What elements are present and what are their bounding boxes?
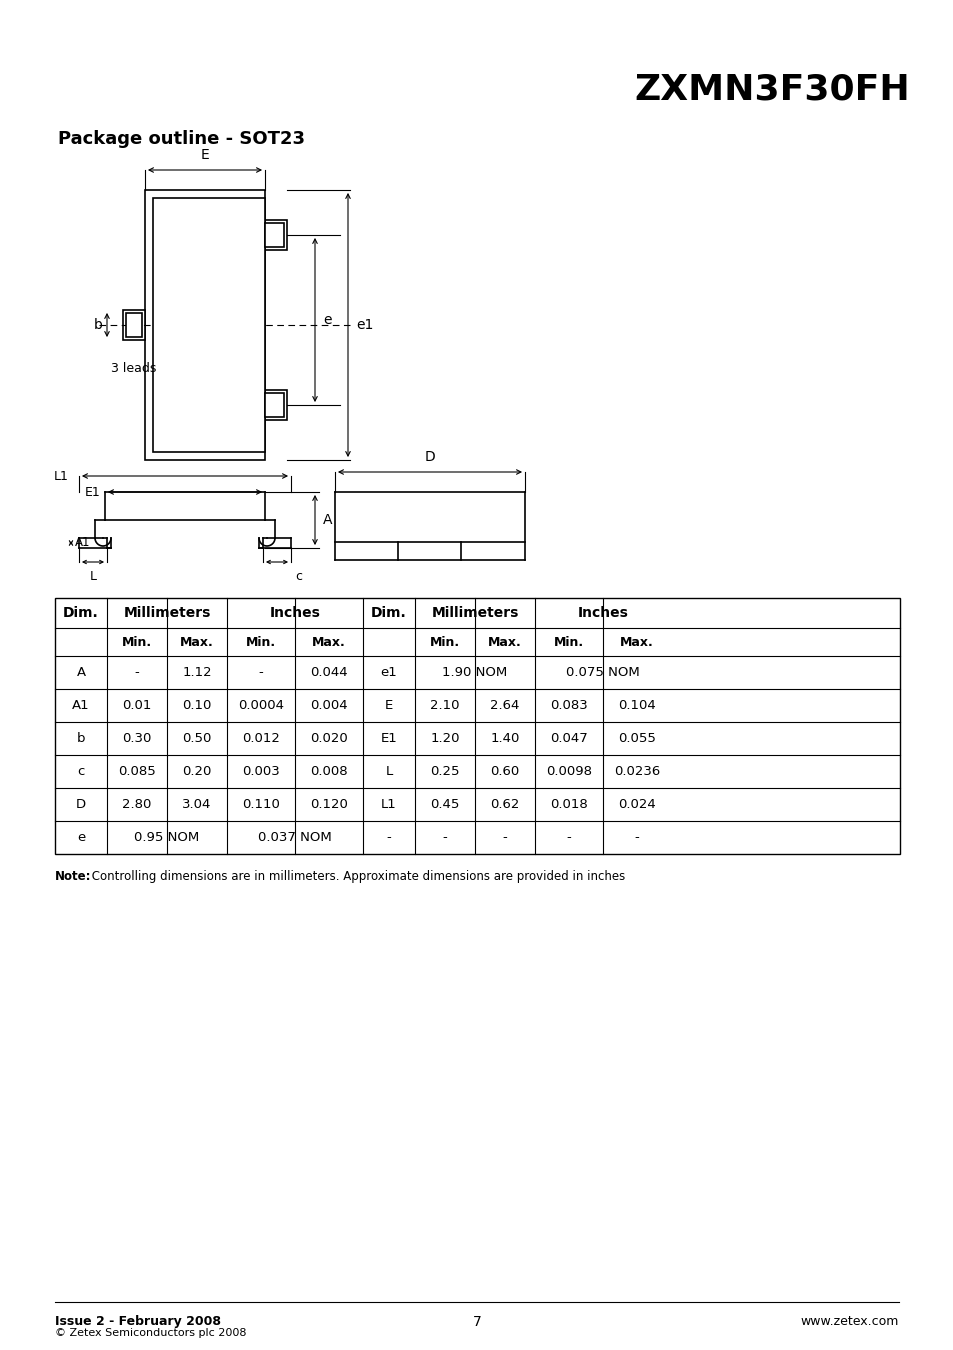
Text: 0.120: 0.120	[310, 798, 348, 811]
Text: -: -	[134, 666, 139, 679]
Text: © Zetex Semiconductors plc 2008: © Zetex Semiconductors plc 2008	[55, 1328, 246, 1338]
Text: c: c	[294, 570, 302, 583]
Text: 1.12: 1.12	[182, 666, 212, 679]
Text: 0.004: 0.004	[310, 699, 348, 711]
Text: 1.20: 1.20	[430, 732, 459, 745]
Text: Controlling dimensions are in millimeters. Approximate dimensions are provided i: Controlling dimensions are in millimeter…	[88, 869, 624, 883]
Text: b: b	[76, 732, 85, 745]
Text: 0.047: 0.047	[550, 732, 587, 745]
Text: 0.60: 0.60	[490, 765, 519, 778]
Bar	[265, 390, 287, 420]
Text: -: -	[502, 832, 507, 844]
Text: 0.012: 0.012	[242, 732, 279, 745]
Text: 0.50: 0.50	[182, 732, 212, 745]
Text: 0.30: 0.30	[122, 732, 152, 745]
Text: e1: e1	[380, 666, 397, 679]
Bar	[265, 223, 284, 247]
Text: 0.024: 0.024	[618, 798, 655, 811]
Bar	[126, 313, 142, 338]
Text: 0.037 NOM: 0.037 NOM	[258, 832, 332, 844]
Text: e: e	[77, 832, 85, 844]
Text: b: b	[94, 319, 103, 332]
Text: Max.: Max.	[619, 636, 653, 648]
Text: e1: e1	[355, 319, 373, 332]
Text: L1: L1	[54, 470, 69, 482]
Text: L: L	[90, 570, 96, 583]
Text: 0.104: 0.104	[618, 699, 655, 711]
Text: Min.: Min.	[246, 636, 275, 648]
Text: 0.003: 0.003	[242, 765, 279, 778]
Bar	[265, 220, 287, 250]
Text: www.zetex.com: www.zetex.com	[800, 1315, 898, 1328]
Text: Dim.: Dim.	[63, 606, 99, 620]
Text: Inches: Inches	[577, 606, 628, 620]
Text: 0.10: 0.10	[182, 699, 212, 711]
Text: -: -	[258, 666, 263, 679]
Text: E: E	[384, 699, 393, 711]
Text: Millimeters: Millimeters	[431, 606, 518, 620]
Bar	[123, 310, 145, 340]
Text: Max.: Max.	[312, 636, 346, 648]
Text: D: D	[424, 450, 435, 464]
Text: -: -	[566, 832, 571, 844]
Text: 1.90 NOM: 1.90 NOM	[442, 666, 507, 679]
Text: Max.: Max.	[488, 636, 521, 648]
Text: 0.0098: 0.0098	[545, 765, 592, 778]
Text: 0.008: 0.008	[310, 765, 348, 778]
Bar	[152, 198, 265, 452]
Text: Millimeters: Millimeters	[123, 606, 211, 620]
Text: 0.01: 0.01	[122, 699, 152, 711]
Text: 0.075 NOM: 0.075 NOM	[565, 666, 639, 679]
Text: 0.083: 0.083	[550, 699, 587, 711]
Text: E: E	[200, 148, 209, 162]
Text: Min.: Min.	[554, 636, 583, 648]
Text: 0.62: 0.62	[490, 798, 519, 811]
Text: 0.110: 0.110	[242, 798, 279, 811]
Bar	[55, 598, 899, 855]
Text: 2.10: 2.10	[430, 699, 459, 711]
Text: -: -	[442, 832, 447, 844]
Text: 0.45: 0.45	[430, 798, 459, 811]
Text: ZXMN3F30FH: ZXMN3F30FH	[634, 72, 909, 107]
Text: 2.64: 2.64	[490, 699, 519, 711]
Text: -: -	[634, 832, 639, 844]
Text: c: c	[77, 765, 85, 778]
Text: 0.95 NOM: 0.95 NOM	[134, 832, 199, 844]
Text: 3.04: 3.04	[182, 798, 212, 811]
Text: E1: E1	[380, 732, 397, 745]
Text: e: e	[323, 313, 331, 327]
Text: 0.020: 0.020	[310, 732, 348, 745]
Text: 0.0236: 0.0236	[613, 765, 659, 778]
Text: A1: A1	[75, 536, 91, 549]
Text: E1: E1	[85, 486, 101, 498]
Text: 7: 7	[472, 1315, 481, 1328]
Text: Inches: Inches	[270, 606, 320, 620]
Text: 0.0004: 0.0004	[237, 699, 284, 711]
Text: Max.: Max.	[180, 636, 213, 648]
Text: 3 leads: 3 leads	[111, 362, 156, 375]
Text: 1.40: 1.40	[490, 732, 519, 745]
Text: A: A	[76, 666, 86, 679]
Text: 2.80: 2.80	[122, 798, 152, 811]
Text: 0.085: 0.085	[118, 765, 155, 778]
Text: 0.055: 0.055	[618, 732, 656, 745]
Text: L: L	[385, 765, 393, 778]
Text: A: A	[323, 513, 333, 526]
Text: 0.20: 0.20	[182, 765, 212, 778]
Bar	[145, 190, 265, 460]
Text: 0.044: 0.044	[310, 666, 348, 679]
Text: 0.25: 0.25	[430, 765, 459, 778]
Text: Note:: Note:	[55, 869, 91, 883]
Text: -: -	[386, 832, 391, 844]
Text: Issue 2 - February 2008: Issue 2 - February 2008	[55, 1315, 221, 1328]
Text: 0.018: 0.018	[550, 798, 587, 811]
Bar	[265, 393, 284, 417]
Text: L1: L1	[381, 798, 396, 811]
Text: Dim.: Dim.	[371, 606, 406, 620]
Text: D: D	[76, 798, 86, 811]
Text: Min.: Min.	[430, 636, 459, 648]
Text: A1: A1	[72, 699, 90, 711]
Text: Package outline - SOT23: Package outline - SOT23	[58, 130, 305, 148]
Text: Min.: Min.	[122, 636, 152, 648]
